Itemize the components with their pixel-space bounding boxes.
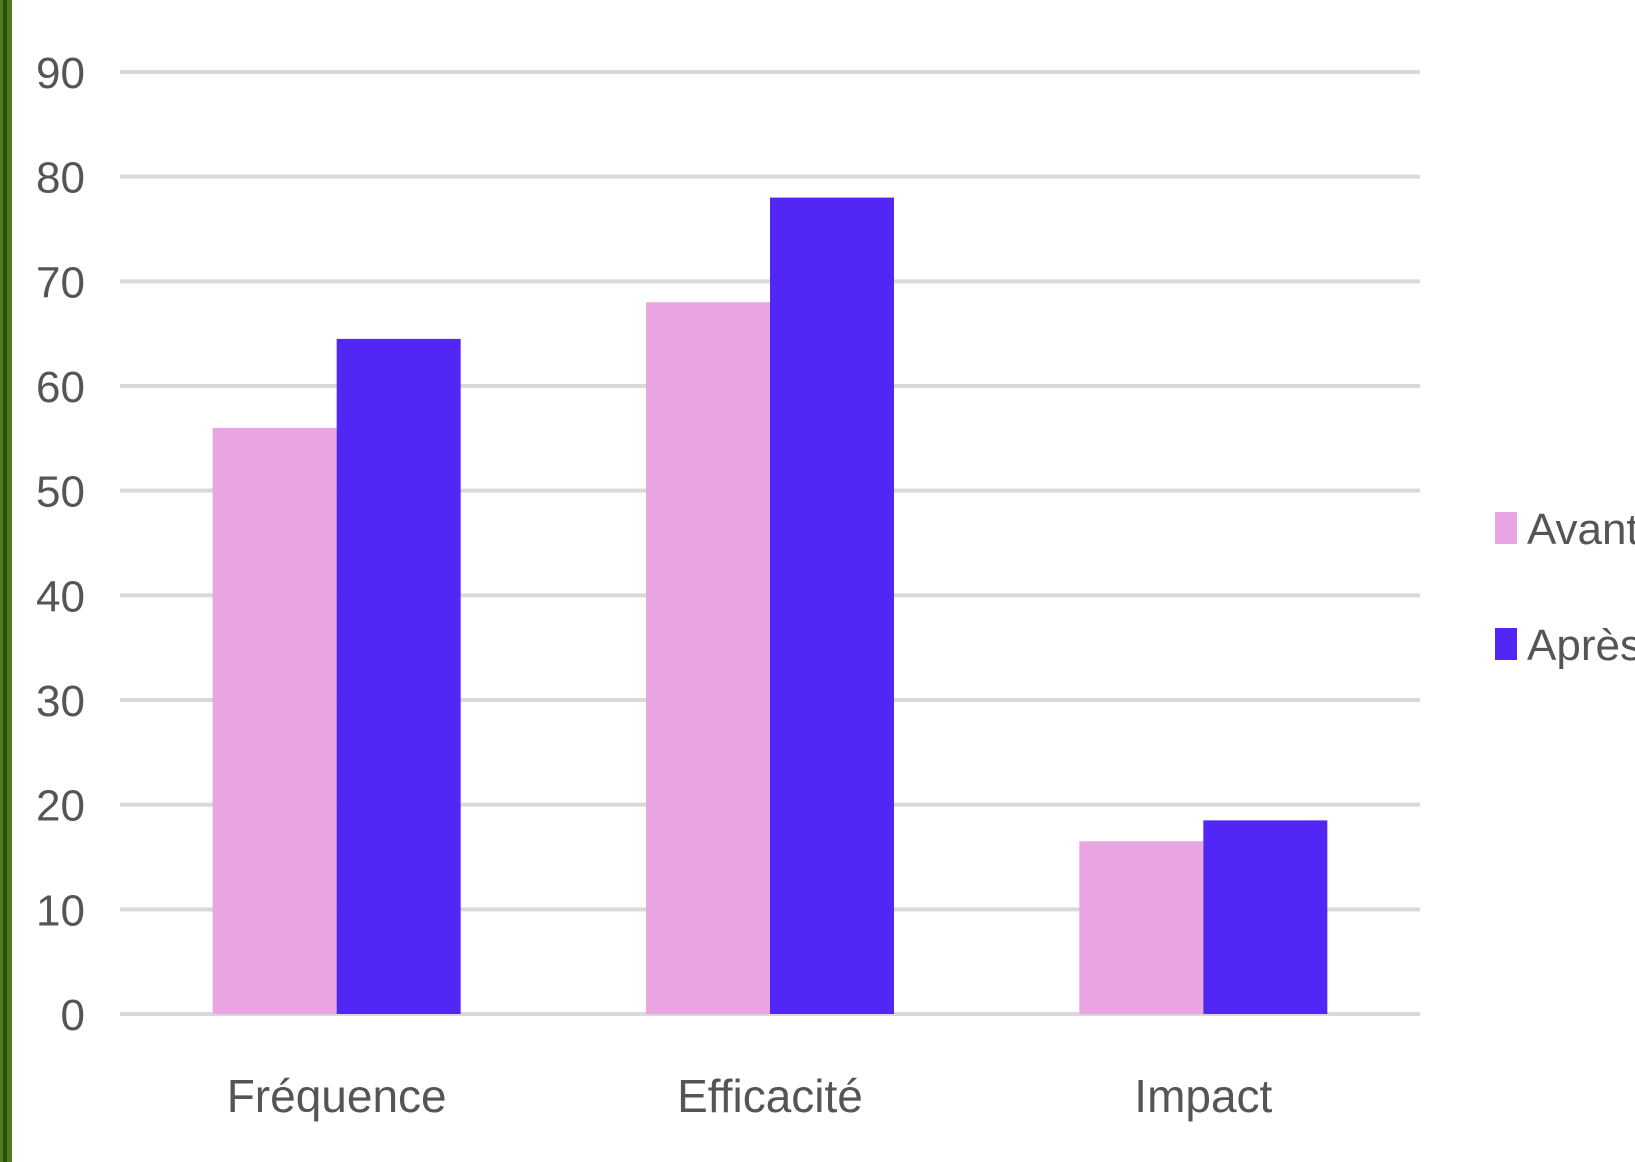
bar-après <box>770 197 894 1015</box>
bar-après <box>336 338 461 1014</box>
legend-swatch <box>1495 512 1517 544</box>
y-tick-label: 50 <box>36 468 85 517</box>
y-tick-label: 60 <box>36 363 85 412</box>
left-frame-edge-inner <box>3 0 7 1162</box>
y-tick-label: 70 <box>36 258 85 307</box>
x-category-label: Fréquence <box>227 1070 447 1122</box>
x-category-label: Impact <box>1134 1070 1272 1122</box>
y-tick-label: 90 <box>36 49 85 98</box>
legend-swatch <box>1495 628 1517 660</box>
y-tick-label: 80 <box>36 154 85 203</box>
bar-avant <box>1079 841 1204 1014</box>
left-frame-edge <box>0 0 12 1162</box>
x-axis: Fréquence Efficacité Impact <box>227 1070 1273 1122</box>
legend-label: Après <box>1527 621 1635 670</box>
bar-avant <box>646 302 770 1014</box>
legend: Avant Après <box>1495 505 1635 670</box>
bars <box>212 197 1328 1015</box>
y-tick-label: 30 <box>36 677 85 726</box>
y-tick-label: 0 <box>61 991 85 1040</box>
y-tick-label: 20 <box>36 782 85 831</box>
y-axis: 0 10 20 30 40 50 60 70 80 90 <box>36 49 85 1040</box>
x-category-label: Efficacité <box>677 1070 863 1122</box>
legend-label: Avant <box>1527 505 1635 554</box>
y-tick-label: 40 <box>36 572 85 621</box>
bar-après <box>1203 820 1328 1014</box>
bar-avant <box>212 427 337 1014</box>
y-tick-label: 10 <box>36 886 85 935</box>
